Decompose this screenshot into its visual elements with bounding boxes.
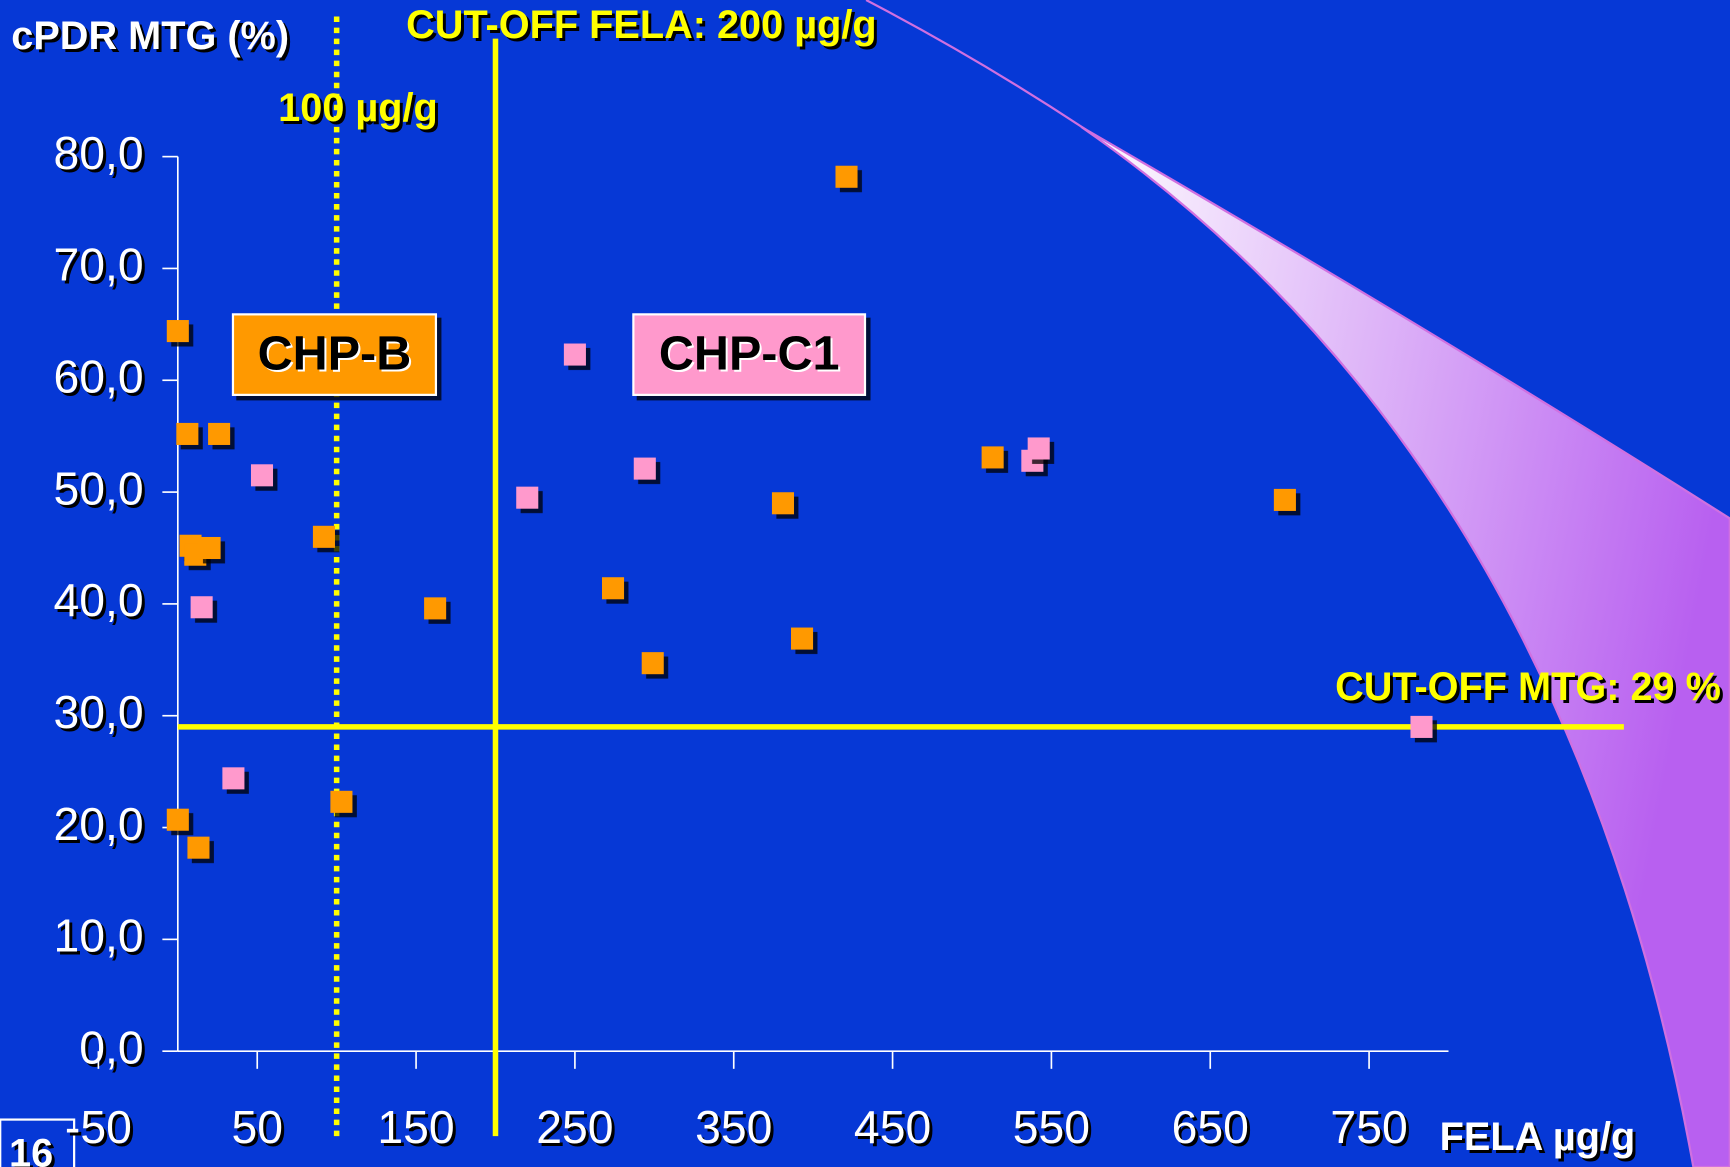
x-tick-label: 150 [377, 1101, 454, 1153]
y-tick-label: 70,0 [53, 239, 143, 291]
y-tick-label: 40,0 [53, 574, 143, 626]
x-tick-label: 750 [1330, 1101, 1407, 1153]
data-point [1410, 716, 1432, 738]
data-point [1028, 437, 1050, 459]
data-point [634, 458, 656, 480]
data-point [602, 577, 624, 599]
x-tick-label: 650 [1172, 1101, 1249, 1153]
data-point [516, 487, 538, 509]
x-tick-label: 550 [1013, 1101, 1090, 1153]
x-tick-label: 50 [231, 1101, 283, 1153]
y-tick-label: 10,0 [53, 910, 143, 962]
data-point [199, 537, 221, 559]
y-tick-label: 0,0 [79, 1021, 143, 1073]
data-point [167, 320, 189, 342]
y-tick-label: 80,0 [53, 127, 143, 179]
slide: cPDR MTG (%) FELA µg/g 16 0,0 10,0 20,0 30,… [0, 0, 1730, 1167]
reference-label: CUT-OFF FELA: 200 µg/g [406, 3, 876, 47]
data-point [176, 423, 198, 445]
reference-label: 100 µg/g [278, 86, 438, 130]
data-point [313, 526, 335, 548]
y-tick-label: 30,0 [53, 686, 143, 738]
series-label: CHP-C1 [659, 327, 840, 381]
data-point [222, 767, 244, 789]
x-tick-label: -50 [65, 1101, 132, 1153]
reference-label: CUT-OFF MTG: 29 % [1335, 665, 1721, 709]
data-point [564, 344, 586, 366]
data-point [982, 446, 1004, 468]
slide-number: 16 [9, 1131, 53, 1167]
y-tick-label: 50,0 [53, 462, 143, 514]
data-point [791, 628, 813, 650]
y-tick-label: 20,0 [53, 798, 143, 850]
x-tick-label: 450 [854, 1101, 931, 1153]
data-point [191, 596, 213, 618]
data-point [772, 492, 794, 514]
data-point [642, 652, 664, 674]
data-point [187, 837, 209, 859]
data-point [835, 166, 857, 188]
data-point [208, 423, 230, 445]
background [0, 0, 1730, 1167]
x-tick-label: 250 [536, 1101, 613, 1153]
x-axis-title: FELA µg/g [1440, 1115, 1636, 1159]
series-label: CHP-B [258, 327, 412, 381]
data-point [251, 464, 273, 486]
data-point [424, 597, 446, 619]
data-point [167, 809, 189, 831]
y-tick-label: 60,0 [53, 351, 143, 403]
data-point [1274, 489, 1296, 511]
y-axis-title: cPDR MTG (%) [11, 14, 289, 58]
data-point [330, 791, 352, 813]
x-tick-label: 350 [695, 1101, 772, 1153]
